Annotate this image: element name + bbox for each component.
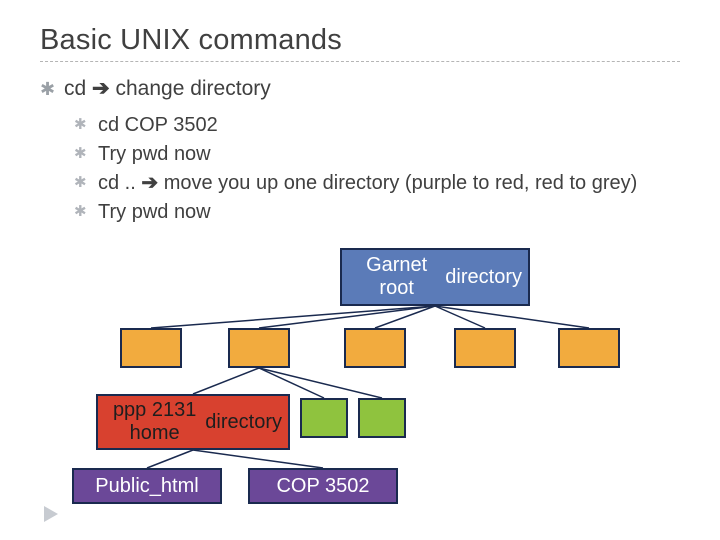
node-root: Garnet rootdirectory — [340, 248, 530, 306]
slide-title: Basic UNIX commands — [40, 24, 680, 57]
bullet-marker: ✱ — [40, 76, 54, 102]
node-green-2 — [358, 398, 406, 438]
node-home: ppp 2131 homedirectory — [96, 394, 290, 450]
node-orange-5 — [558, 328, 620, 368]
title-divider — [40, 61, 680, 62]
node-orange-4 — [454, 328, 516, 368]
node-orange-1 — [120, 328, 182, 368]
node-orange-3 — [344, 328, 406, 368]
slide: Basic UNIX commands ✱ cd ➔ change direct… — [0, 0, 720, 540]
node-cop3502: COP 3502 — [248, 468, 398, 504]
sub-item: ✱ Try pwd now — [74, 141, 680, 168]
sub-list: ✱ cd COP 3502 ✱ Try pwd now ✱ cd .. ➔ mo… — [74, 112, 680, 226]
sub-item: ✱ cd COP 3502 — [74, 112, 680, 139]
footer-triangle-icon — [44, 506, 58, 522]
node-orange-2 — [228, 328, 290, 368]
main-bullet-text: cd ➔ change directory — [64, 76, 271, 101]
node-green-1 — [300, 398, 348, 438]
sub-item: ✱ cd .. ➔ move you up one directory (pur… — [74, 170, 680, 197]
main-bullet: ✱ cd ➔ change directory — [40, 76, 680, 102]
sub-item: ✱ Try pwd now — [74, 199, 680, 226]
node-public-html: Public_html — [72, 468, 222, 504]
